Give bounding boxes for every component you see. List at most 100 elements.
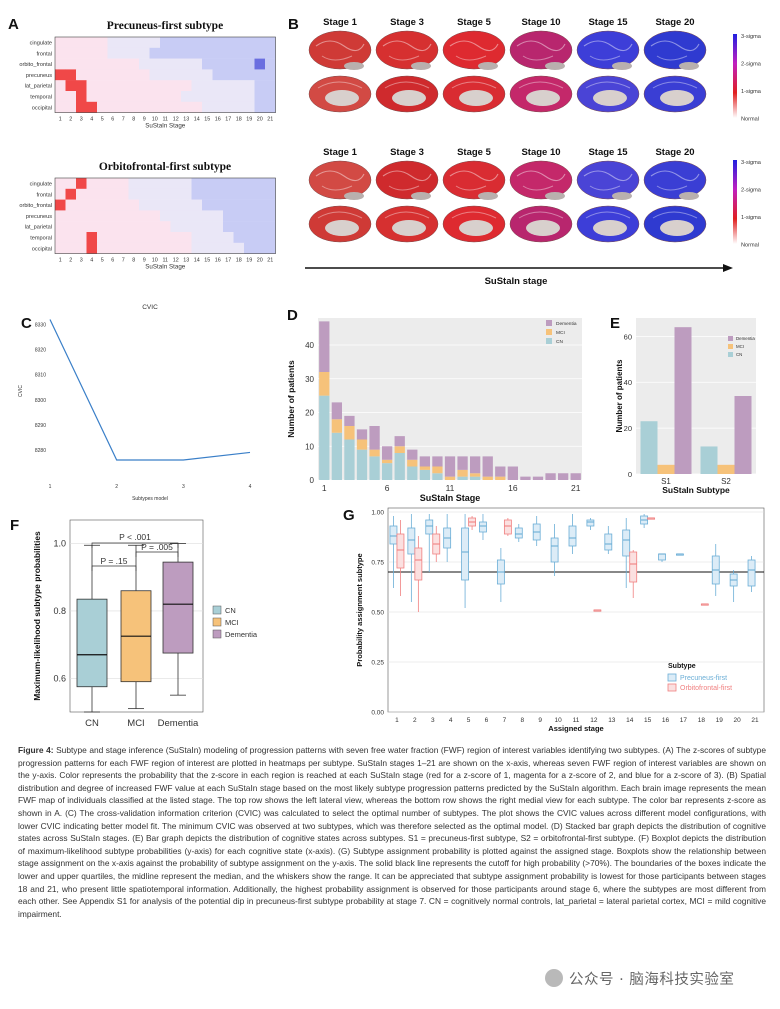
heatmap-precuneus-first-cell	[212, 101, 224, 113]
heatmap-precuneus-first-cell	[86, 47, 98, 59]
brain-row-orbitofrontal-medial-brain	[576, 205, 640, 243]
heatmap-orbitofrontal-first-stage-tick: 18	[236, 258, 242, 264]
heatmap-orbitofrontal-first-cell	[65, 178, 77, 189]
heatmap-precuneus-first-cell	[212, 47, 224, 59]
heatmap-precuneus-first-cell	[139, 101, 150, 113]
heatmap-orbitofrontal-first-cell	[55, 232, 66, 243]
heatmap-orbitofrontal-first-cell	[128, 210, 140, 222]
heatmap-orbitofrontal-first-cell	[170, 221, 182, 233]
significance-bracket-cn-mci	[91, 565, 137, 571]
stage-bar-cn	[432, 473, 443, 480]
subtype-bar-dementia	[674, 327, 692, 474]
heatmap-orbitofrontal-first-cell	[244, 178, 255, 189]
assignment-xtick: 20	[734, 717, 742, 724]
heatmap-orbitofrontal-first-cell	[202, 210, 213, 222]
subtype-legend-label: MCI	[736, 344, 744, 349]
heatmap-orbitofrontal-first-cell	[65, 210, 77, 222]
stage-bars-xtick: 11	[446, 483, 455, 493]
assignment-box-precuneus	[479, 521, 487, 533]
heatmap-orbitofrontal-first-cell	[160, 199, 171, 211]
heatmap-orbitofrontal-first-cell	[170, 199, 182, 211]
brain-cerebellum	[679, 62, 699, 70]
heatmap-orbitofrontal-first-cell	[86, 188, 98, 200]
cvic-line	[49, 319, 251, 461]
heatmap-orbitofrontal-first-cell	[223, 210, 234, 222]
brain-row-precuneus-medial-brain	[576, 75, 640, 113]
heatmap-precuneus-first-cell	[254, 80, 266, 92]
heatmap-precuneus-first-cell	[181, 91, 192, 102]
heatmap-precuneus-first-region-label: frontal	[36, 51, 52, 57]
brain-row-precuneus-medial-brain	[308, 75, 372, 113]
assignment-xtick: 13	[608, 717, 616, 724]
heatmap-orbitofrontal-first-cell	[65, 242, 77, 254]
heatmap-orbitofrontal-first-cell	[149, 199, 161, 211]
brain-sulcus	[518, 81, 564, 89]
heatmap-orbitofrontal-first-cell	[202, 178, 213, 189]
stage-legend-label: CN	[556, 339, 563, 345]
heatmap-precuneus-first-cell	[202, 58, 213, 70]
brain-cerebellum	[411, 62, 431, 70]
brain-sulcus	[652, 211, 698, 219]
heatmap-orbitofrontal-first-cell	[212, 199, 224, 211]
heatmap-precuneus-first-stage-tick: 6	[111, 117, 114, 123]
subtype-bar-mci	[657, 464, 675, 474]
assignment-box-precuneus	[747, 559, 756, 587]
heatmap-precuneus-first-cell	[233, 80, 245, 92]
heatmap-precuneus-first-cell	[202, 80, 213, 92]
heatmap-precuneus-first-cell	[265, 69, 276, 81]
heatmap-orbitofrontal-first-cell	[233, 242, 245, 254]
heatmap-precuneus-first-cell	[160, 58, 171, 70]
cvic-ytick: 8320	[35, 348, 46, 354]
brain-sulcus	[382, 170, 432, 182]
heatmap-orbitofrontal-first-cell	[223, 199, 234, 211]
brain-lateral-hemisphere	[509, 30, 573, 70]
heatmap-orbitofrontal-first-cell	[223, 221, 234, 233]
brain-row-precuneus-stage-label: Stage 5	[457, 17, 492, 28]
watermark-text: 公众号 · 脑海科技实验室	[569, 972, 735, 988]
heatmap-orbitofrontal-first-cell	[76, 210, 87, 222]
heatmap-orbitofrontal-first-stage-tick: 3	[80, 258, 83, 264]
stage-bar-dementia	[520, 476, 531, 480]
brain-sulcus	[583, 40, 633, 52]
brain-sulcus	[382, 40, 432, 52]
stage-bar-mci	[331, 419, 343, 433]
subtype-bars-ytick: 20	[624, 424, 632, 433]
brain-row-orbitofrontal-stage-label: Stage 1	[323, 147, 358, 158]
heatmap-precuneus-first-cell	[128, 91, 140, 102]
heatmap-precuneus-first-cell	[191, 101, 203, 113]
heatmap-precuneus-first-cell	[265, 101, 276, 113]
assignment-ytick: 0.00	[371, 710, 384, 717]
cvic-title: CVIC	[142, 304, 158, 311]
heatmap-precuneus-first-cell	[233, 47, 245, 59]
heatmap-precuneus-first-cell	[181, 58, 192, 70]
assignment-xtick: 21	[751, 717, 759, 724]
heatmap-orbitofrontal-first-cell	[128, 221, 140, 233]
brain-row-precuneus-lateral-brain	[375, 30, 439, 70]
stage-bar-mci	[432, 466, 443, 474]
heatmap-orbitofrontal-first-cell	[76, 199, 87, 211]
heatmap-precuneus-first-cell	[55, 69, 66, 81]
heatmap-orbitofrontal-first-cell	[191, 232, 203, 243]
heatmap-precuneus-first-cell	[149, 47, 161, 59]
heatmap-precuneus-first-cell	[76, 91, 87, 102]
brain-sulcus	[656, 55, 688, 61]
heatmap-precuneus-first-cell	[181, 101, 192, 113]
subtype-legend-label: CN	[736, 352, 742, 357]
heatmap-precuneus-first-stage-tick: 1	[59, 117, 62, 123]
heatmap-orbitofrontal-first-cell	[76, 242, 87, 254]
heatmap-orbitofrontal-first-region-label: frontal	[36, 192, 52, 198]
heatmap-orbitofrontal-first-cell	[233, 178, 245, 189]
heatmap-precuneus-first-cell	[170, 91, 182, 102]
heatmap-orbitofrontal-first-cell	[191, 178, 203, 189]
brain-cerebellum	[545, 192, 565, 200]
heatmap-precuneus-first-cell	[160, 101, 171, 113]
heatmap-orbitofrontal-first-cell	[149, 178, 161, 189]
brain-row-precuneus-lateral-brain	[509, 30, 573, 70]
brain-row-orbitofrontal-lateral-brain	[643, 160, 707, 200]
assignment-box-precuneus	[550, 537, 559, 563]
brain-corpus-callosum	[392, 90, 426, 106]
brain-row-orbitofrontal-medial-brain	[643, 205, 707, 243]
heatmap-orbitofrontal-first-region-label: temporal	[30, 236, 52, 242]
heatmap-precuneus-first-cell	[118, 37, 129, 48]
heatmap-precuneus-first-cell	[265, 47, 276, 59]
